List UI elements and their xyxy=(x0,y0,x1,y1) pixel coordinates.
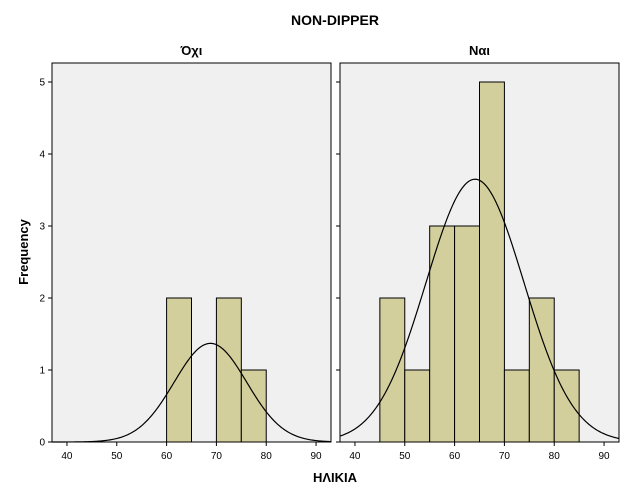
y-tick-label: 3 xyxy=(39,222,45,233)
histogram-bar xyxy=(404,369,431,443)
y-tick-label: 5 xyxy=(39,78,45,89)
histogram-bar xyxy=(528,297,555,443)
x-tick-label: 50 xyxy=(399,451,411,462)
x-axis-label: ΗΛΙΚΙΑ xyxy=(313,470,358,485)
x-tick-label: 60 xyxy=(161,451,173,462)
panel-2: Ναι 40 50 60 70 80 90 xyxy=(336,43,620,462)
x-tick-label: 60 xyxy=(449,451,461,462)
histogram-bar xyxy=(166,297,192,443)
y-tick-label: 2 xyxy=(39,294,45,305)
normal-curve xyxy=(339,178,620,440)
chart-title: NON-DIPPER xyxy=(291,12,379,28)
x-tick-label: 40 xyxy=(349,451,361,462)
panel-title: Ναι xyxy=(469,43,490,58)
x-tick-label: 80 xyxy=(549,451,561,462)
histogram-bar xyxy=(553,369,580,443)
x-tick-label: 70 xyxy=(499,451,511,462)
y-tick-label: 1 xyxy=(39,366,45,377)
histogram-bar xyxy=(429,225,456,443)
normal-curve xyxy=(52,342,332,443)
panel-1: Όχι 0 1 2 3 4 5 40 50 60 70 80 90 xyxy=(39,43,332,462)
panel-title: Όχι xyxy=(180,43,203,58)
x-tick-label: 70 xyxy=(211,451,223,462)
x-tick-label: 90 xyxy=(598,451,610,462)
y-tick-label: 0 xyxy=(39,438,45,449)
x-tick-label: 50 xyxy=(111,451,123,462)
histogram-bar xyxy=(503,369,530,443)
x-tick-label: 90 xyxy=(310,451,322,462)
x-tick-label: 40 xyxy=(61,451,73,462)
histogram-bar xyxy=(379,297,406,443)
y-axis-label: Frequency xyxy=(16,218,31,285)
y-tick-label: 4 xyxy=(39,150,45,161)
histogram-bar xyxy=(215,297,242,443)
x-tick-label: 80 xyxy=(261,451,273,462)
histogram-bar xyxy=(454,225,481,443)
histogram-bar xyxy=(479,81,505,443)
